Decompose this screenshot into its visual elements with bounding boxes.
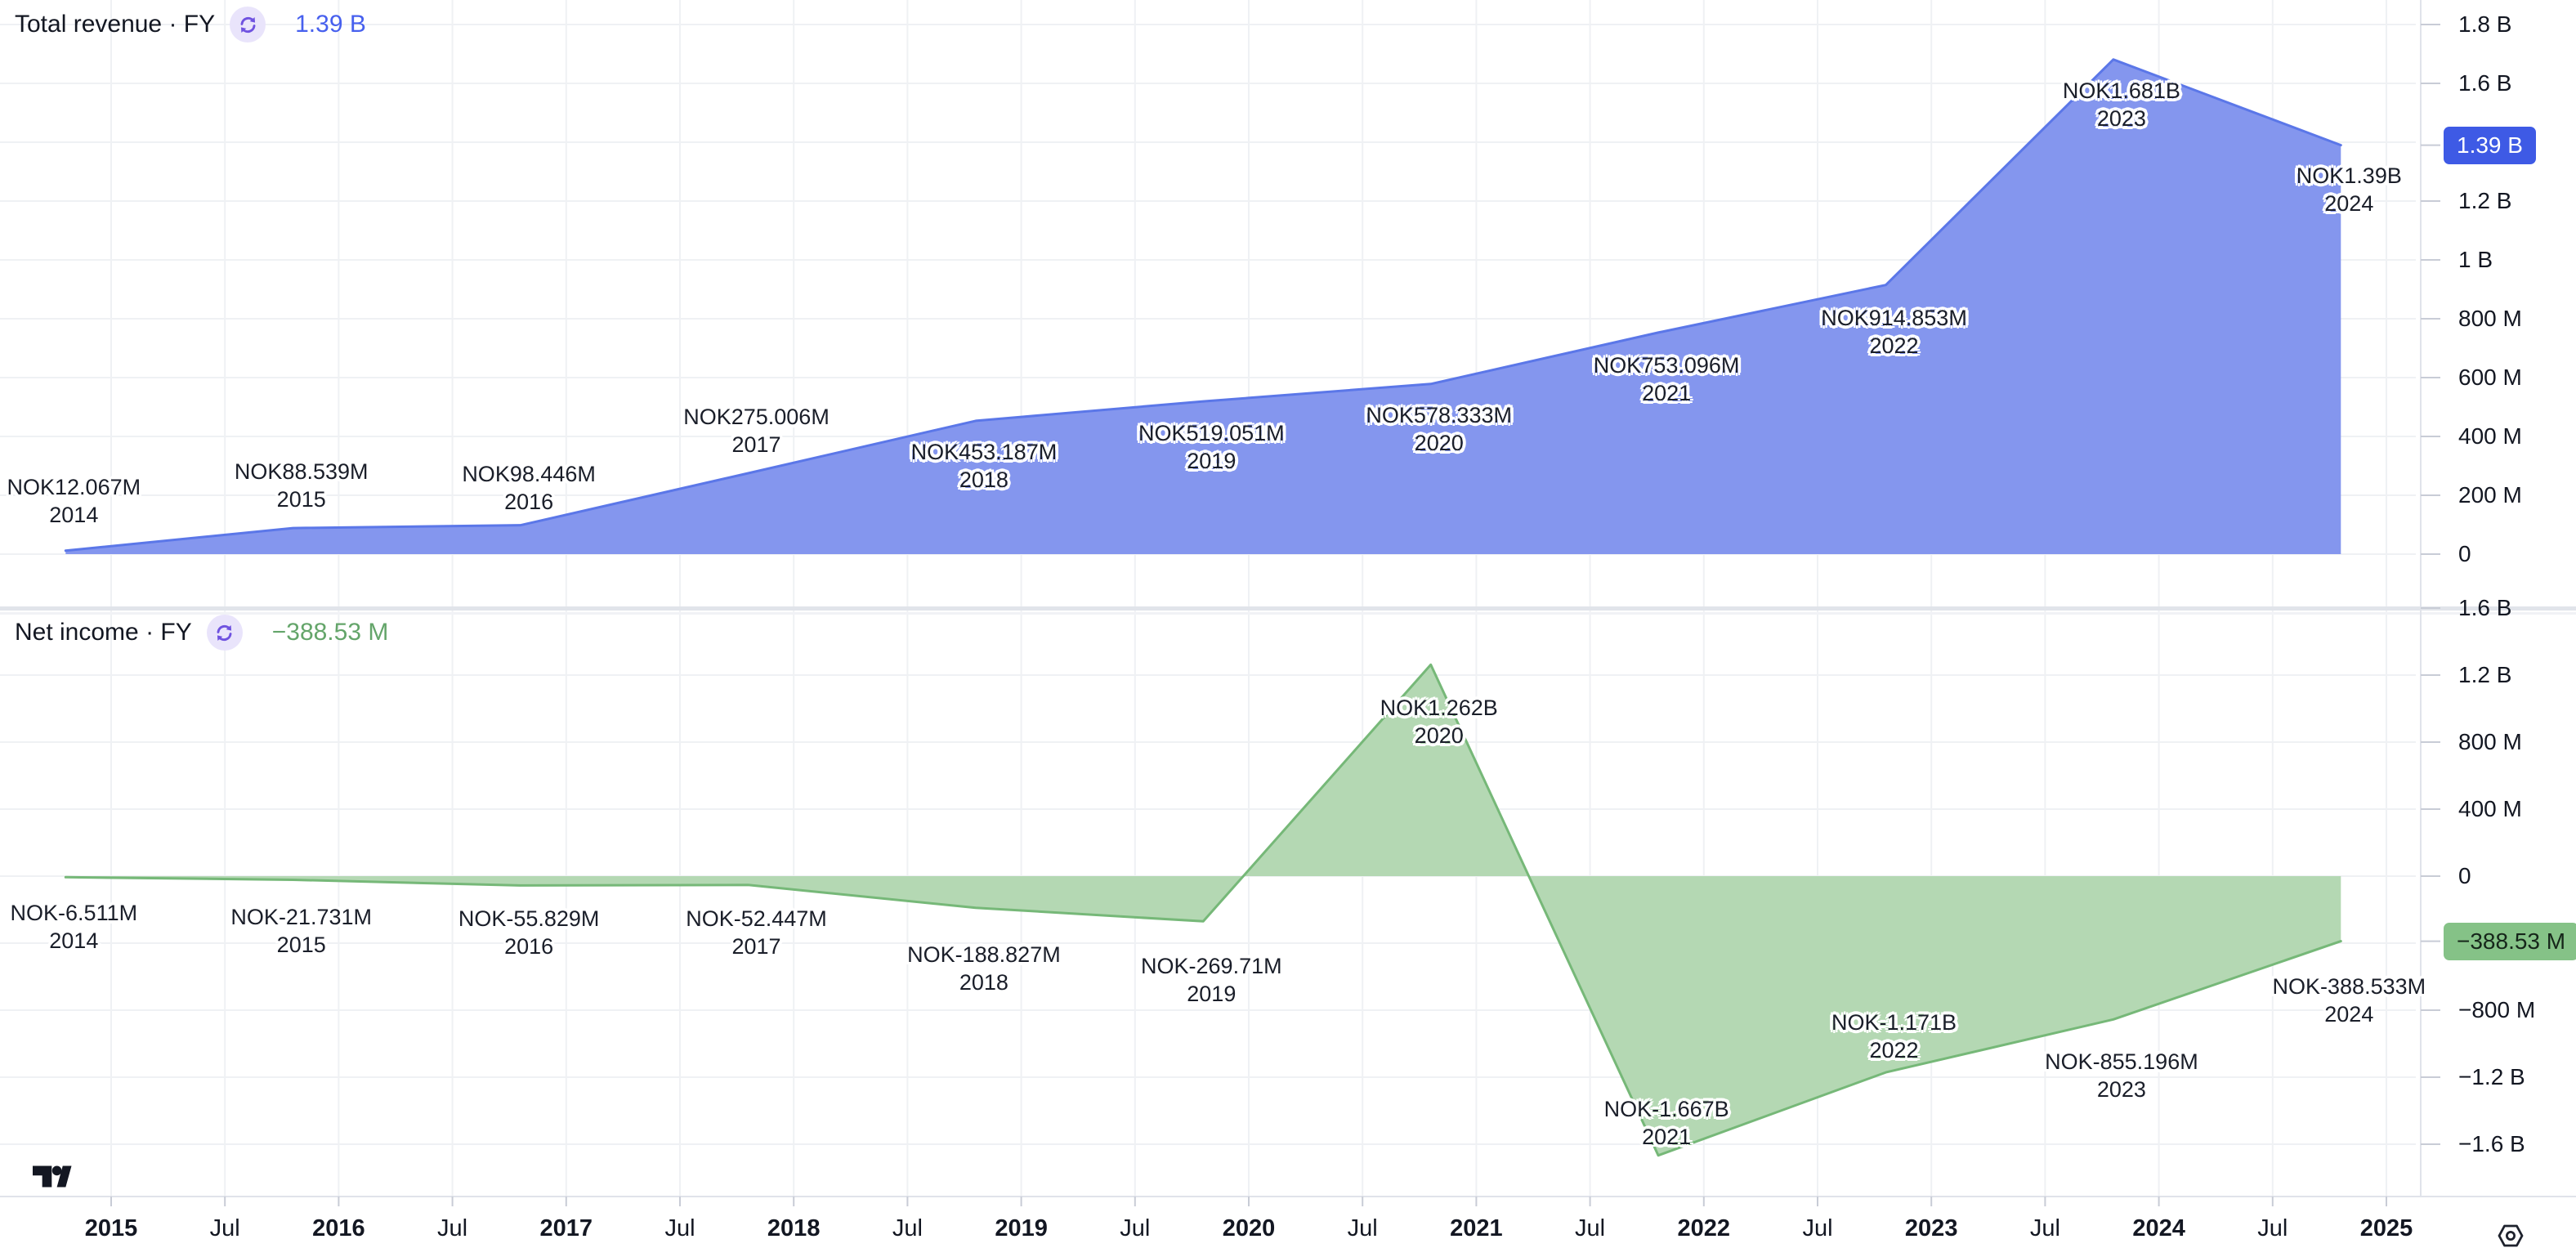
data-label-net-income-2017: NOK-52.447M 2017 — [686, 906, 827, 959]
y-axis-tick: 1.2 B — [2458, 188, 2512, 213]
revenue-axis-badge: 1.39 B — [2444, 126, 2536, 164]
revenue-legend-value: 1.39 B — [295, 11, 366, 38]
data-label-total-revenue-2016: NOK98.446M 2016 — [462, 461, 596, 514]
revenue-area-series — [64, 58, 2342, 555]
time-axis-label: 2015 — [84, 1215, 138, 1241]
time-axis-label: 2018 — [767, 1215, 821, 1241]
time-axis-label: Jul — [892, 1215, 923, 1241]
y-axis-tick: 400 M — [2458, 796, 2522, 821]
net-income-area-series — [64, 663, 2342, 1157]
data-label-total-revenue-2014: NOK12.067M 2014 — [7, 474, 141, 527]
y-axis-tick: 800 M — [2458, 306, 2522, 331]
time-axis-label: Jul — [2029, 1215, 2060, 1241]
y-axis-tick: 1.2 B — [2458, 662, 2512, 687]
data-label-net-income-2014: NOK-6.511M 2014 — [10, 901, 138, 954]
data-label-total-revenue-2024: NOK1.39B 2024 — [2296, 163, 2402, 216]
data-label-total-revenue-2015: NOK88.539M 2015 — [234, 459, 369, 512]
y-axis-tick: −1.6 B — [2458, 1131, 2525, 1156]
time-axis-label: 2019 — [995, 1215, 1048, 1241]
time-axis-label: 2025 — [2359, 1215, 2413, 1241]
data-label-total-revenue-2017: NOK275.006M 2017 — [683, 404, 830, 457]
y-axis-tick: 1.8 B — [2458, 11, 2512, 37]
data-label-total-revenue-2018: NOK453.187M 2018 — [910, 439, 1058, 492]
sync-arrows-icon — [217, 624, 232, 641]
time-axis-label: Jul — [437, 1215, 468, 1241]
price-axis[interactable]: 1.8 B 1.6 B 1.2 B 1 B 800 M 600 M 400 M 200 M 0 1… — [2421, 0, 2576, 1197]
y-axis-tick: 400 M — [2458, 423, 2522, 449]
net-income-legend-title: Net income · FY — [15, 619, 192, 646]
data-label-net-income-2016: NOK-55.829M 2016 — [458, 906, 600, 960]
time-axis-label: Jul — [664, 1215, 695, 1241]
time-axis-label: 2020 — [1222, 1215, 1276, 1241]
y-axis-tick: 1.6 B — [2458, 595, 2512, 620]
time-axis-label: Jul — [1347, 1215, 1378, 1241]
sync-arrows-icon — [240, 16, 256, 33]
net-income-legend-value: −388.53 M — [271, 619, 389, 646]
time-axis-label: 2016 — [312, 1215, 365, 1241]
refresh-icon[interactable] — [230, 7, 266, 42]
y-axis-tick: 800 M — [2458, 729, 2522, 754]
time-axis-label: 2017 — [539, 1215, 593, 1241]
data-label-net-income-2022: NOK-1.171B 2022 — [1831, 1010, 1957, 1063]
y-axis-tick: 0 — [2458, 541, 2471, 566]
data-label-net-income-2024: NOK-388.533M 2024 — [2272, 973, 2426, 1027]
time-axis-label: Jul — [2257, 1215, 2288, 1241]
tradingview-logo[interactable] — [33, 1163, 75, 1195]
revenue-legend-title: Total revenue · FY — [15, 11, 216, 38]
data-label-total-revenue-2020: NOK578.333M 2020 — [1366, 402, 1513, 455]
time-axis-label: 2022 — [1677, 1215, 1731, 1241]
y-axis-tick: 200 M — [2458, 482, 2522, 508]
data-label-net-income-2021: NOK-1.667B 2021 — [1603, 1096, 1729, 1149]
time-axis-label: 2024 — [2132, 1215, 2185, 1241]
data-label-net-income-2020: NOK1.262B 2020 — [1380, 696, 1498, 749]
pane-legend-net-income: Net income · FY −388.53 M — [15, 615, 388, 651]
time-axis-label: Jul — [1575, 1215, 1606, 1241]
time-axis[interactable]: 2015 Jul 2016 Jul 2017 Jul 2018 Jul 2019 Jul 2020 J… — [0, 1197, 2576, 1257]
time-axis-label: Jul — [209, 1215, 240, 1241]
axis-settings-gear-icon[interactable] — [2497, 1223, 2525, 1252]
data-label-net-income-2023: NOK-855.196M 2023 — [2045, 1049, 2198, 1103]
y-axis-tick: 600 M — [2458, 365, 2522, 390]
time-axis-label: 2023 — [1904, 1215, 1958, 1241]
y-axis-tick: 1 B — [2458, 247, 2493, 272]
pane-legend-revenue: Total revenue · FY 1.39 B — [15, 7, 366, 42]
data-label-net-income-2015: NOK-21.731M 2015 — [230, 905, 373, 958]
time-axis-label: Jul — [1120, 1215, 1151, 1241]
y-axis-tick: −800 M — [2458, 997, 2536, 1022]
data-label-total-revenue-2019: NOK519.051M 2019 — [1138, 421, 1285, 474]
y-axis-tick: 0 — [2458, 863, 2471, 888]
time-axis-label: Jul — [1802, 1215, 1833, 1241]
data-label-net-income-2019: NOK-269.71M 2019 — [1141, 954, 1282, 1007]
data-label-net-income-2018: NOK-188.827M 2018 — [907, 942, 1061, 995]
y-axis-tick: −1.2 B — [2458, 1064, 2525, 1089]
y-axis-tick: 1.6 B — [2458, 70, 2512, 96]
net-income-axis-badge: −388.53 M — [2444, 922, 2576, 960]
time-axis-label: 2021 — [1450, 1215, 1503, 1241]
refresh-icon[interactable] — [206, 615, 243, 651]
data-label-total-revenue-2022: NOK914.853M 2022 — [1821, 305, 1967, 358]
data-label-total-revenue-2023: NOK1.681B 2023 — [2062, 78, 2180, 131]
data-label-total-revenue-2021: NOK753.096M 2021 — [1593, 352, 1740, 405]
